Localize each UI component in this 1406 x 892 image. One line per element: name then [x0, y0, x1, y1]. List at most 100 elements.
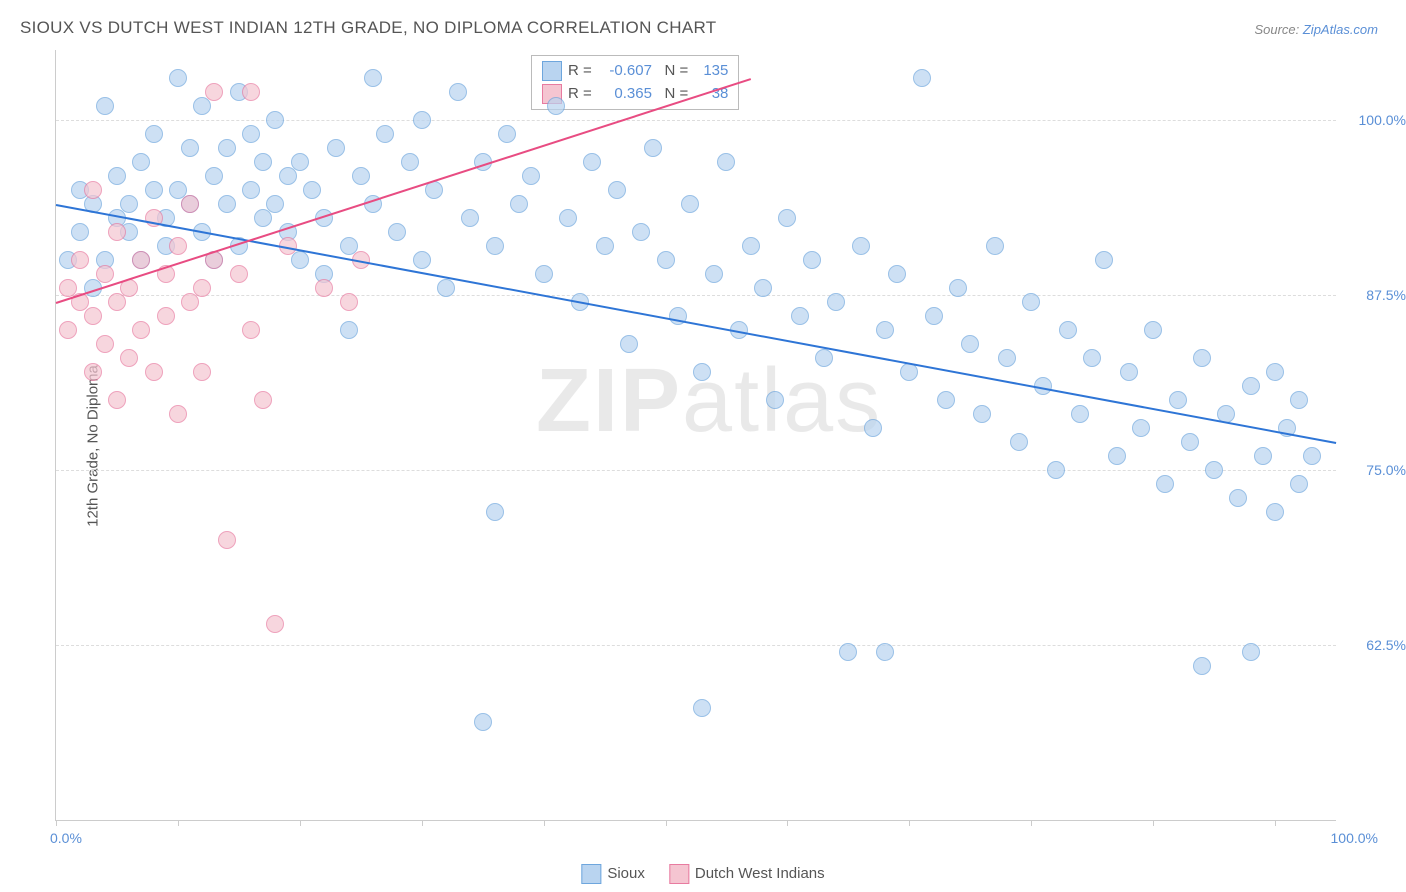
data-point: [254, 209, 272, 227]
data-point: [315, 279, 333, 297]
data-point: [583, 153, 601, 171]
data-point: [132, 251, 150, 269]
data-point: [242, 321, 260, 339]
data-point: [1095, 251, 1113, 269]
data-point: [547, 97, 565, 115]
data-point: [876, 643, 894, 661]
source-link[interactable]: ZipAtlas.com: [1303, 22, 1378, 37]
data-point: [401, 153, 419, 171]
data-point: [1254, 447, 1272, 465]
data-point: [803, 251, 821, 269]
data-point: [1022, 293, 1040, 311]
data-point: [864, 419, 882, 437]
data-point: [1266, 363, 1284, 381]
data-point: [96, 335, 114, 353]
data-point: [108, 167, 126, 185]
data-point: [1120, 363, 1138, 381]
data-point: [71, 251, 89, 269]
data-point: [145, 181, 163, 199]
data-point: [266, 615, 284, 633]
data-point: [254, 391, 272, 409]
data-point: [766, 391, 784, 409]
data-point: [1071, 405, 1089, 423]
data-point: [778, 209, 796, 227]
data-point: [364, 69, 382, 87]
data-point: [705, 265, 723, 283]
legend-swatch: [669, 864, 689, 884]
data-point: [961, 335, 979, 353]
data-point: [303, 181, 321, 199]
data-point: [266, 195, 284, 213]
chart-area: ZIPatlas R = -0.607 N = 135R = 0.365 N =…: [55, 50, 1336, 821]
data-point: [181, 293, 199, 311]
data-point: [1229, 489, 1247, 507]
x-min-label: 0.0%: [50, 830, 82, 846]
data-point: [681, 195, 699, 213]
data-point: [84, 307, 102, 325]
watermark-bold: ZIP: [536, 351, 682, 451]
x-tick: [666, 820, 667, 826]
data-point: [486, 237, 504, 255]
data-point: [1242, 377, 1260, 395]
data-point: [193, 363, 211, 381]
data-point: [254, 153, 272, 171]
data-point: [181, 195, 199, 213]
data-point: [218, 531, 236, 549]
data-point: [291, 153, 309, 171]
data-point: [1290, 391, 1308, 409]
data-point: [449, 83, 467, 101]
data-point: [973, 405, 991, 423]
data-point: [1193, 657, 1211, 675]
data-point: [644, 139, 662, 157]
data-point: [352, 167, 370, 185]
y-tick-label: 87.5%: [1346, 287, 1406, 303]
data-point: [108, 223, 126, 241]
data-point: [754, 279, 772, 297]
data-point: [84, 363, 102, 381]
source-prefix: Source:: [1254, 22, 1302, 37]
data-point: [876, 321, 894, 339]
data-point: [486, 503, 504, 521]
data-point: [327, 139, 345, 157]
data-point: [986, 237, 1004, 255]
data-point: [620, 335, 638, 353]
data-point: [437, 279, 455, 297]
chart-title: SIOUX VS DUTCH WEST INDIAN 12TH GRADE, N…: [20, 18, 716, 38]
x-tick: [1275, 820, 1276, 826]
data-point: [1010, 433, 1028, 451]
data-point: [559, 209, 577, 227]
data-point: [242, 83, 260, 101]
data-point: [157, 307, 175, 325]
data-point: [925, 307, 943, 325]
legend-swatch: [581, 864, 601, 884]
legend-label: Sioux: [607, 865, 645, 882]
data-point: [132, 153, 150, 171]
legend-row: R = -0.607 N = 135: [542, 60, 728, 83]
legend-label: Dutch West Indians: [695, 865, 825, 882]
data-point: [205, 83, 223, 101]
data-point: [218, 195, 236, 213]
n-label: N =: [652, 62, 692, 79]
data-point: [169, 237, 187, 255]
data-point: [632, 223, 650, 241]
data-point: [193, 279, 211, 297]
data-point: [291, 251, 309, 269]
data-point: [266, 111, 284, 129]
data-point: [1193, 349, 1211, 367]
data-point: [1290, 475, 1308, 493]
x-max-label: 100.0%: [1331, 830, 1378, 846]
data-point: [108, 391, 126, 409]
legend-swatch: [542, 61, 562, 81]
y-tick-label: 100.0%: [1346, 112, 1406, 128]
data-point: [193, 97, 211, 115]
r-label: R =: [568, 62, 596, 79]
data-point: [96, 97, 114, 115]
x-tick: [544, 820, 545, 826]
data-point: [693, 363, 711, 381]
data-point: [376, 125, 394, 143]
data-point: [108, 293, 126, 311]
x-tick: [909, 820, 910, 826]
data-point: [1156, 475, 1174, 493]
data-point: [181, 139, 199, 157]
x-tick: [56, 820, 57, 826]
